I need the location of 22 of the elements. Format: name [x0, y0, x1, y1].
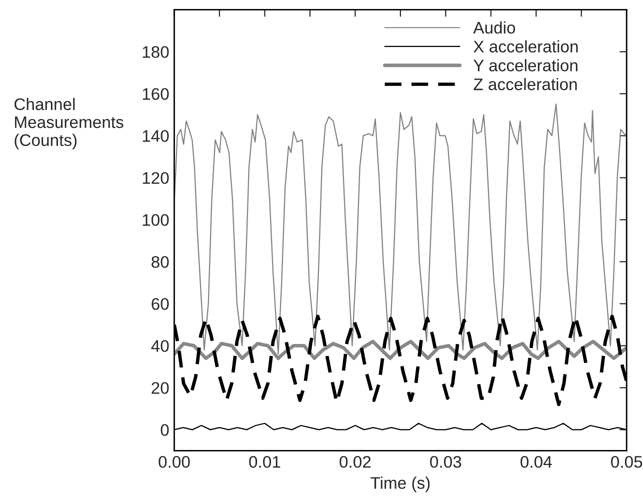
x-tick-label: 0.04 [520, 456, 552, 468]
legend-label: X acceleration [474, 40, 578, 52]
y-tick-label: 0 [160, 424, 169, 436]
legend-label: Z acceleration [474, 78, 577, 90]
y-tick-label: 120 [142, 172, 169, 184]
y-axis-title: Channel Measurements (Counts) [14, 98, 124, 150]
legend-label: Audio [473, 21, 516, 34]
x-tick-label: 0.00 [158, 456, 190, 468]
y-tick-label: 180 [142, 46, 169, 58]
y-tick-label: 40 [151, 340, 169, 352]
x-tick-label: 0.05 [611, 456, 642, 468]
x-tick-label: 0.01 [249, 456, 280, 468]
x-axis-title: Time (s) [370, 476, 430, 492]
y-tick-label: 60 [152, 298, 169, 310]
x-tick-label: 0.02 [340, 456, 371, 468]
y-tick-label: 80 [152, 256, 169, 268]
y-tick-label: 140 [142, 130, 169, 142]
legend-label: Y acceleration [474, 59, 578, 72]
y-tick-label: 20 [152, 382, 169, 394]
x-tick-label: 0.03 [430, 456, 462, 468]
y-tick-label: 160 [142, 88, 169, 100]
y-tick-label: 100 [142, 214, 169, 226]
